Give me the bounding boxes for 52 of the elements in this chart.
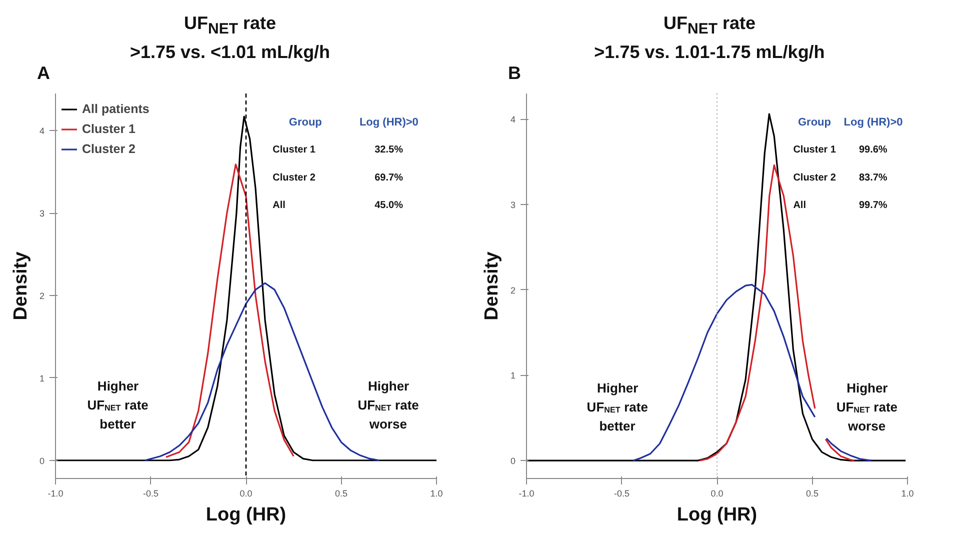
y-tick-label: 1 <box>39 373 45 384</box>
annotation: 69.7% <box>374 172 404 184</box>
annotation: All <box>272 200 286 212</box>
text: B <box>507 62 522 83</box>
annotation: Cluster 2 <box>793 172 836 184</box>
x-axis-title: Log (HR) <box>206 504 286 526</box>
annotation: Higher UFNET rate better <box>87 378 148 432</box>
y-axis-title: Density <box>10 251 32 320</box>
x-tick-label: 0.5 <box>334 488 348 498</box>
x-tick-label: 0.0 <box>240 488 252 498</box>
annotation: 45.0% <box>374 200 404 212</box>
y-tick-label: 0 <box>510 456 516 466</box>
x-tick-label: -1.0 <box>48 488 64 498</box>
x-tick-label: 0.0 <box>710 488 724 498</box>
text: A <box>36 62 51 83</box>
legend-label: All patients <box>82 102 150 116</box>
chart-title: UF$_{NET}$ rate >1.75 vs. <1.01 mL/kg/h <box>128 12 332 63</box>
y-tick-label: 3 <box>510 200 516 210</box>
y-tick-label: 3 <box>39 208 45 219</box>
annotation: Log (HR)>0 <box>844 116 903 128</box>
annotation: Cluster 1 <box>793 144 836 156</box>
x-tick-label: -1.0 <box>518 488 534 498</box>
annotation: Group <box>798 116 832 128</box>
annotation: Cluster 1 <box>272 144 316 156</box>
y-tick-label: 2 <box>510 285 516 296</box>
annotation: Higher UFNET rate worse <box>358 378 419 432</box>
x-tick-label: -0.5 <box>614 488 630 498</box>
x-tick-label: 1.0 <box>901 488 914 498</box>
annotation: Log (HR)>0 <box>359 116 418 128</box>
y-tick-label: 1 <box>510 370 516 381</box>
legend-label: Cluster 1 <box>82 122 136 136</box>
x-tick-label: -0.5 <box>142 488 159 498</box>
annotation: Higher UFNET rate better <box>586 380 648 434</box>
annotation: 99.6% <box>858 144 888 156</box>
legend-label: Cluster 2 <box>82 142 136 156</box>
y-tick-label: 4 <box>39 126 45 136</box>
y-tick-label: 0 <box>39 456 45 466</box>
x-tick-label: 0.5 <box>806 488 819 498</box>
annotation: Cluster 2 <box>272 172 316 184</box>
annotation: 99.7% <box>858 200 888 212</box>
y-tick-label: 4 <box>510 114 516 125</box>
annotation: Group <box>288 116 322 128</box>
annotation: Higher UFNET rate worse <box>836 380 898 434</box>
chart-title: UF$_{NET}$ rate >1.75 vs. 1.01-1.75 mL/kg/h <box>593 12 826 63</box>
y-axis-title: Density <box>481 251 502 320</box>
annotation: All <box>793 200 806 212</box>
line-series <box>526 113 906 462</box>
x-axis-title: Log (HR) <box>676 504 758 526</box>
annotation: 83.7% <box>858 172 888 184</box>
annotation: 32.5% <box>374 144 404 156</box>
x-tick-label: 1.0 <box>430 488 443 498</box>
y-tick-label: 2 <box>39 290 45 301</box>
